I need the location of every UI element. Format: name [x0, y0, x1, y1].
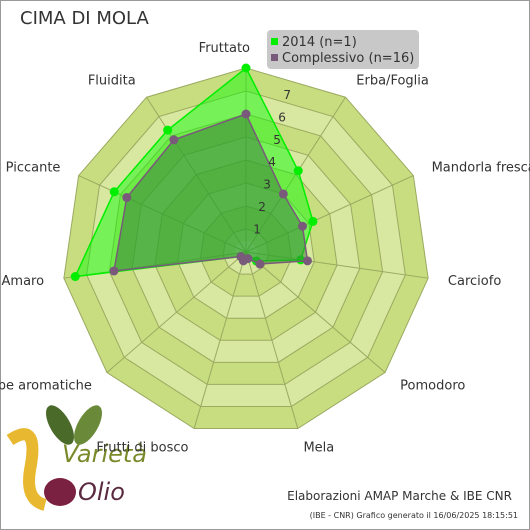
logo-text: Varietà [62, 440, 147, 468]
y-tick-label: 2 [258, 200, 266, 214]
axis-line [245, 251, 299, 429]
series-point [163, 125, 173, 135]
legend-label: Complessivo (n=16) [282, 51, 414, 66]
chart-title: CIMA DI MOLA [20, 8, 149, 29]
category-label: Frutti di bosco [96, 441, 188, 456]
category-label: Pomodoro [400, 379, 465, 394]
legend-label: 2014 (n=1) [282, 35, 357, 50]
y-tick-label: 7 [283, 88, 291, 102]
legend-swatch [271, 38, 278, 45]
series-point [109, 187, 119, 197]
legend-box [267, 30, 419, 69]
series-point [241, 63, 251, 73]
logo-olive [44, 478, 76, 506]
credit: Elaborazioni AMAP Marche & IBE CNR [287, 489, 512, 503]
footnote: (IBE - CNR) Grafico generato il 16/06/20… [310, 511, 518, 520]
logo-stroke [6, 428, 47, 511]
category-label: Carciofo [448, 274, 501, 289]
logo-text: Olio [78, 478, 125, 506]
series-point [255, 259, 265, 269]
series-point [236, 252, 246, 262]
series-point [169, 135, 179, 145]
y-tick-label: 1 [253, 223, 261, 237]
series-point [109, 266, 119, 276]
y-tick-label: 6 [278, 110, 286, 124]
y-tick-label: 5 [273, 133, 281, 147]
axis-line [245, 251, 386, 373]
series-point [297, 221, 307, 231]
category-label: Erba/Foglia [356, 73, 429, 88]
series-point [293, 166, 303, 176]
logo-leaf [74, 405, 102, 445]
category-label: Erbe aromatiche [0, 379, 92, 394]
series-point [122, 193, 132, 203]
legend: 2014 (n=1)Complessivo (n=16) [267, 30, 419, 69]
category-label: Piccante [6, 160, 61, 175]
axis-line [106, 251, 247, 373]
series-point [278, 189, 288, 199]
series-point [308, 216, 318, 226]
legend-swatch [271, 54, 278, 61]
category-label: Amaro [2, 274, 45, 289]
logo: Varietà Olio [6, 405, 147, 511]
y-tick-label: 4 [268, 155, 276, 169]
category-label: Mela [303, 441, 334, 456]
category-label: Mandorla fresca [432, 160, 530, 175]
series-point [70, 272, 80, 282]
plot: Fruttato Erba/Foglia Mandorla fresca Carcio… [0, 41, 530, 456]
logo-leaf [46, 405, 74, 445]
axis-line [193, 251, 247, 429]
category-label: Fruttato [199, 41, 250, 56]
series-point [241, 109, 251, 119]
series-point [302, 256, 312, 266]
y-tick-label: 3 [263, 178, 271, 192]
category-label: Fluidita [88, 73, 136, 88]
